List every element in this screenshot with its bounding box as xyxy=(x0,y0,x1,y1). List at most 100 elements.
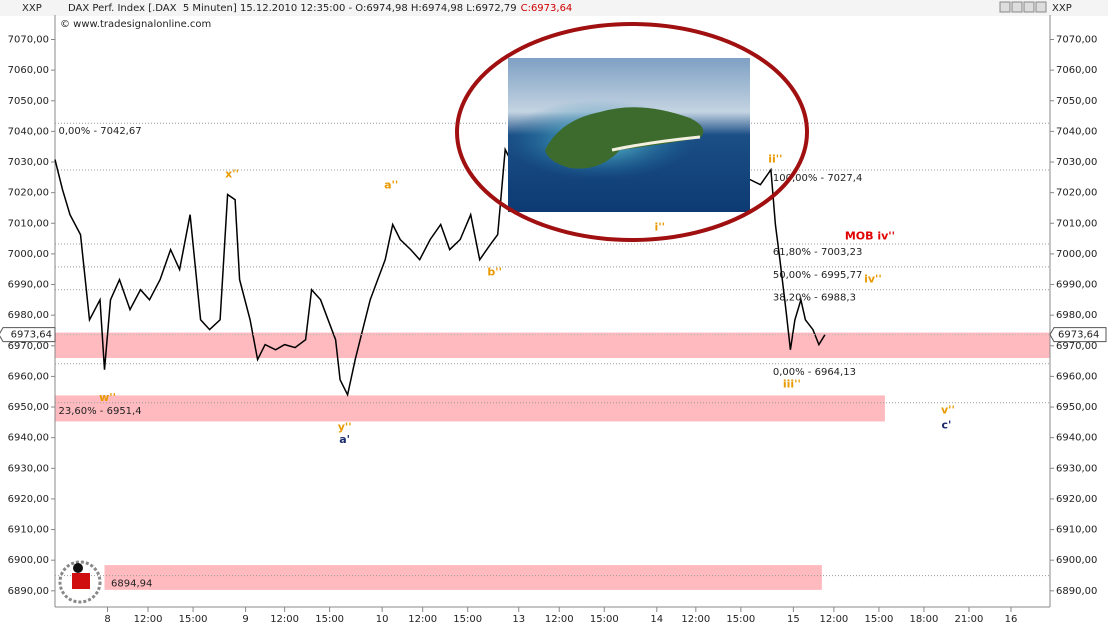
wave-label: w'' xyxy=(99,391,116,404)
y-tick-label: 6930,00 xyxy=(8,463,49,474)
y-tick-label: 7050,00 xyxy=(8,96,49,107)
tool-button[interactable] xyxy=(1023,1,1035,13)
y-tick-label: 7010,00 xyxy=(8,218,49,229)
wave-label: v'' xyxy=(941,404,955,417)
y-tick-label: 6950,00 xyxy=(8,402,49,413)
x-tick-label: 15:00 xyxy=(726,614,755,625)
y-tick-label: 7040,00 xyxy=(8,126,49,137)
x-tick-label: 12:00 xyxy=(134,614,163,625)
wave-label: c' xyxy=(942,419,952,432)
logo xyxy=(58,560,102,604)
x-tick-label: 8 xyxy=(104,614,110,625)
x-tick-label: 12:00 xyxy=(270,614,299,625)
y-tick-label: 7040,00 xyxy=(1056,126,1097,137)
x-tick-label: 12:00 xyxy=(819,614,848,625)
y-tick-label: 6940,00 xyxy=(8,433,49,444)
y-tick-label: 7020,00 xyxy=(8,188,49,199)
wave-label: iii'' xyxy=(783,378,801,391)
y-tick-label: 7000,00 xyxy=(8,249,49,260)
x-tick-label: 12:00 xyxy=(545,614,574,625)
y-tick-label: 6890,00 xyxy=(1056,586,1097,597)
wave-label: i'' xyxy=(655,221,666,234)
y-tick-label: 7070,00 xyxy=(1056,35,1097,46)
copyright: © www.tradesignalonline.com xyxy=(60,19,211,30)
y-tick-label: 7060,00 xyxy=(8,65,49,76)
x-tick-label: 15:00 xyxy=(453,614,482,625)
y-tick-label: 7050,00 xyxy=(1056,96,1097,107)
y-tick-label: 6950,00 xyxy=(1056,402,1097,413)
y-tick-label: 7030,00 xyxy=(8,157,49,168)
plot-area: 7070,00 7070,00 7060,00 7060,00 7050,00 7050,… xyxy=(0,15,1107,625)
level-label: 50,00% - 6995,77 xyxy=(773,270,862,281)
y-tick-label: 6920,00 xyxy=(1056,494,1097,505)
wave-label: a'' xyxy=(384,179,398,192)
zone xyxy=(55,395,885,422)
y-tick-label: 7060,00 xyxy=(1056,65,1097,76)
tool-button[interactable] xyxy=(1011,1,1023,13)
y-tick-label: 6970,00 xyxy=(8,341,49,352)
wave-label: ii'' xyxy=(768,153,782,166)
x-tick-label: 15:00 xyxy=(864,614,893,625)
level-label: 0,00% - 6964,13 xyxy=(773,367,856,378)
y-tick-label: 7070,00 xyxy=(8,35,49,46)
y-tick-label: 6890,00 xyxy=(8,586,49,597)
y-tick-label: 7010,00 xyxy=(1056,218,1097,229)
inset-photo xyxy=(455,22,809,242)
y-tick-label: 6960,00 xyxy=(8,371,49,382)
x-tick-label: 14 xyxy=(650,614,663,625)
tool-button[interactable] xyxy=(999,1,1011,13)
wave-label: a' xyxy=(339,433,350,446)
logo-head xyxy=(73,563,83,573)
y-tick-label: 6900,00 xyxy=(8,555,49,566)
x-tick-label: 12:00 xyxy=(681,614,710,625)
wave-label: MOB iv'' xyxy=(845,230,895,243)
y-tick-label: 6930,00 xyxy=(1056,463,1097,474)
close-label: C:6973,64 xyxy=(521,3,573,14)
level-label: 100,00% - 7027,4 xyxy=(773,173,862,184)
x-tick-label: 13 xyxy=(512,614,525,625)
last-price-tag xyxy=(1049,327,1107,343)
zone xyxy=(55,332,1050,359)
symbol-right: XXP xyxy=(1052,3,1072,14)
wave-label: b'' xyxy=(487,266,502,279)
last-price-label: 6973,64 xyxy=(1058,330,1099,341)
toolbar xyxy=(999,1,1047,13)
y-tick-label: 6970,00 xyxy=(1056,341,1097,352)
x-tick-label: 21:00 xyxy=(955,614,984,625)
x-tick-label: 10 xyxy=(376,614,389,625)
beach xyxy=(611,135,701,152)
y-tick-label: 6990,00 xyxy=(8,280,49,291)
y-tick-label: 6960,00 xyxy=(1056,371,1097,382)
level-label: 0,00% - 7042,67 xyxy=(59,126,142,137)
logo-wreath xyxy=(58,560,102,604)
tool-button[interactable] xyxy=(1035,1,1047,13)
x-tick-label: 15:00 xyxy=(179,614,208,625)
y-tick-label: 6910,00 xyxy=(8,525,49,536)
x-tick-label: 16 xyxy=(1005,614,1018,625)
level-label: 38,20% - 6988,3 xyxy=(773,293,856,304)
wave-label: x'' xyxy=(225,168,239,181)
y-tick-label: 6900,00 xyxy=(1056,555,1097,566)
y-tick-label: 6940,00 xyxy=(1056,433,1097,444)
x-tick-label: 12:00 xyxy=(408,614,437,625)
x-tick-label: 9 xyxy=(242,614,248,625)
wave-label: iv'' xyxy=(864,273,882,286)
last-price-label: 6973,64 xyxy=(11,330,52,341)
level-label: 6894,94 xyxy=(111,579,152,590)
y-tick-label: 7000,00 xyxy=(1056,249,1097,260)
y-tick-label: 6910,00 xyxy=(1056,525,1097,536)
x-tick-label: 15:00 xyxy=(590,614,619,625)
chart-title: DAX Perf. Index [.DAX 5 Minuten] 15.12.2… xyxy=(68,3,517,14)
price-line xyxy=(54,146,826,398)
island xyxy=(545,107,704,169)
zone xyxy=(104,565,822,590)
x-tick-label: 18:00 xyxy=(910,614,939,625)
symbol: XXP xyxy=(22,3,42,14)
highlight-ellipse xyxy=(455,22,809,242)
level-label: 23,60% - 6951,4 xyxy=(59,406,142,417)
y-tick-label: 6990,00 xyxy=(1056,280,1097,291)
wave-label: y'' xyxy=(338,421,352,434)
y-tick-label: 6980,00 xyxy=(1056,310,1097,321)
y-tick-label: 7030,00 xyxy=(1056,157,1097,168)
